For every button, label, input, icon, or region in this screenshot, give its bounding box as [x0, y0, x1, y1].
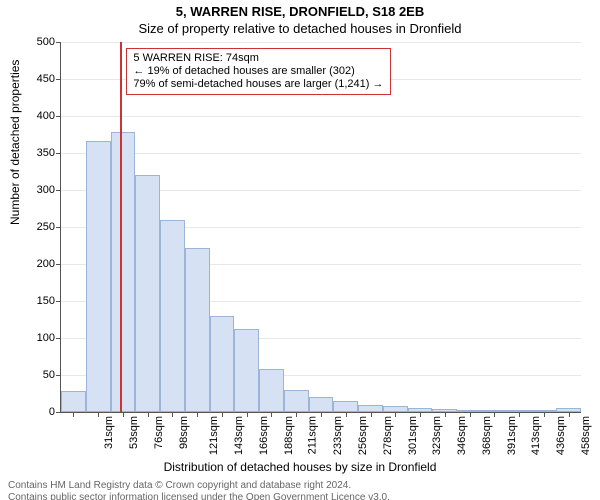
xtick-mark: [544, 412, 545, 417]
xtick-label: 413sqm: [530, 416, 542, 455]
xtick-mark: [371, 412, 372, 417]
annotation-line: 79% of semi-detached houses are larger (…: [133, 78, 383, 91]
ytick-label: 300: [15, 184, 55, 196]
xtick-mark: [569, 412, 570, 417]
ytick-label: 250: [15, 221, 55, 233]
xtick-label: 98sqm: [178, 416, 190, 449]
histogram-bar: [482, 410, 507, 412]
xtick-mark: [470, 412, 471, 417]
xtick-mark: [445, 412, 446, 417]
ytick-mark: [56, 412, 61, 413]
annotation-box: 5 WARREN RISE: 74sqm← 19% of detached ho…: [126, 48, 390, 95]
ytick-label: 350: [15, 147, 55, 159]
xtick-label: 323sqm: [431, 416, 443, 455]
xtick-label: 76sqm: [153, 416, 165, 449]
xtick-label: 436sqm: [555, 416, 567, 455]
xtick-mark: [321, 412, 322, 417]
xtick-label: 233sqm: [332, 416, 344, 455]
xtick-label: 346sqm: [456, 416, 468, 455]
xtick-label: 143sqm: [233, 416, 245, 455]
annotation-line: ← 19% of detached houses are smaller (30…: [133, 65, 383, 78]
xtick-mark: [271, 412, 272, 417]
ytick-label: 150: [15, 295, 55, 307]
xtick-label: 458sqm: [580, 416, 592, 455]
gridline: [61, 42, 581, 43]
plot-region: 05010015020025030035040045050031sqm53sqm…: [60, 42, 581, 413]
ytick-label: 100: [15, 332, 55, 344]
histogram-bar: [556, 408, 581, 412]
histogram-chart: 05010015020025030035040045050031sqm53sqm…: [60, 42, 580, 412]
xtick-label: 301sqm: [407, 416, 419, 455]
histogram-bar: [284, 390, 309, 412]
property-marker-line: [120, 42, 122, 412]
histogram-bar: [408, 408, 433, 412]
xtick-mark: [222, 412, 223, 417]
footer-line-2: Contains public sector information licen…: [8, 492, 592, 500]
ytick-label: 400: [15, 110, 55, 122]
annotation-line: 5 WARREN RISE: 74sqm: [133, 52, 383, 65]
xtick-mark: [73, 412, 74, 417]
xtick-mark: [296, 412, 297, 417]
histogram-bar: [185, 248, 210, 412]
histogram-bar: [160, 220, 185, 412]
xtick-label: 368sqm: [481, 416, 493, 455]
ytick-label: 0: [15, 406, 55, 418]
ytick-label: 450: [15, 73, 55, 85]
xtick-mark: [346, 412, 347, 417]
xtick-mark: [98, 412, 99, 417]
ytick-label: 200: [15, 258, 55, 270]
ytick-label: 50: [15, 369, 55, 381]
footer-line-1: Contains HM Land Registry data © Crown c…: [8, 480, 592, 492]
xtick-mark: [148, 412, 149, 417]
xtick-label: 166sqm: [258, 416, 270, 455]
histogram-bar: [358, 405, 383, 412]
xtick-mark: [123, 412, 124, 417]
ytick-label: 500: [15, 36, 55, 48]
histogram-bar: [234, 329, 259, 412]
address-title: 5, WARREN RISE, DRONFIELD, S18 2EB: [0, 4, 600, 19]
xtick-label: 391sqm: [506, 416, 518, 455]
xtick-label: 211sqm: [307, 416, 319, 454]
histogram-bar: [210, 316, 235, 412]
xtick-label: 256sqm: [357, 416, 369, 455]
gridline: [61, 153, 581, 154]
histogram-bar: [86, 141, 111, 412]
histogram-bar: [259, 369, 284, 412]
xtick-mark: [494, 412, 495, 417]
histogram-bar: [457, 410, 482, 412]
gridline: [61, 116, 581, 117]
xtick-mark: [247, 412, 248, 417]
histogram-bar: [309, 397, 334, 412]
xtick-mark: [519, 412, 520, 417]
histogram-bar: [432, 409, 457, 412]
histogram-bar: [333, 401, 358, 412]
histogram-bar: [111, 132, 136, 412]
histogram-bar: [383, 406, 408, 412]
xtick-label: 188sqm: [283, 416, 295, 455]
chart-subtitle: Size of property relative to detached ho…: [0, 21, 600, 36]
xtick-label: 31sqm: [103, 416, 115, 449]
histogram-bar: [531, 410, 556, 412]
xtick-mark: [197, 412, 198, 417]
xtick-mark: [395, 412, 396, 417]
xtick-label: 278sqm: [382, 416, 394, 455]
histogram-bar: [61, 391, 86, 412]
histogram-bar: [135, 175, 160, 412]
histogram-bar: [507, 410, 532, 412]
attribution-footer: Contains HM Land Registry data © Crown c…: [8, 480, 592, 500]
xtick-label: 121sqm: [209, 416, 221, 455]
xtick-mark: [172, 412, 173, 417]
x-axis-label: Distribution of detached houses by size …: [0, 460, 600, 474]
xtick-label: 53sqm: [128, 416, 140, 449]
xtick-mark: [420, 412, 421, 417]
